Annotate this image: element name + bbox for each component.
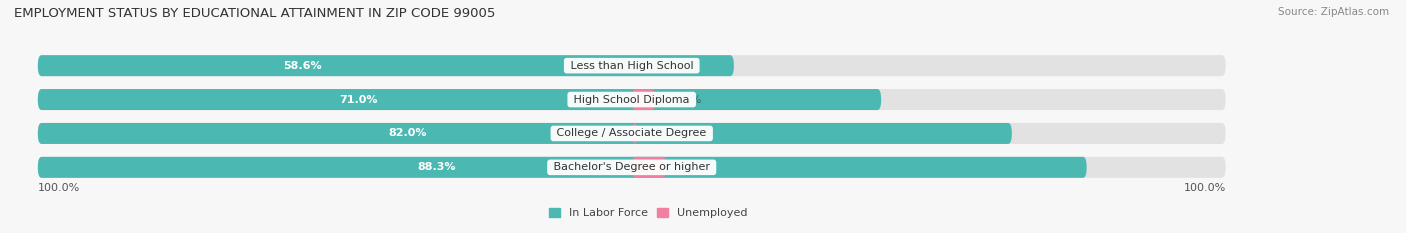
Text: 0.0%: 0.0% [650,61,678,71]
FancyBboxPatch shape [631,89,655,110]
Text: 100.0%: 100.0% [1184,183,1226,193]
Text: 2.0%: 2.0% [673,95,702,105]
Text: 100.0%: 100.0% [38,183,80,193]
Text: Bachelor's Degree or higher: Bachelor's Degree or higher [550,162,713,172]
Text: Source: ZipAtlas.com: Source: ZipAtlas.com [1278,7,1389,17]
Text: 88.3%: 88.3% [418,162,456,172]
FancyBboxPatch shape [38,123,1012,144]
FancyBboxPatch shape [38,123,1226,144]
Text: 71.0%: 71.0% [339,95,378,105]
Text: College / Associate Degree: College / Associate Degree [554,128,710,138]
FancyBboxPatch shape [631,123,638,144]
Text: Less than High School: Less than High School [567,61,697,71]
FancyBboxPatch shape [38,157,1087,178]
FancyBboxPatch shape [38,55,1226,76]
Text: 0.5%: 0.5% [655,128,683,138]
FancyBboxPatch shape [38,89,882,110]
Legend: In Labor Force, Unemployed: In Labor Force, Unemployed [548,208,747,218]
FancyBboxPatch shape [631,157,666,178]
Text: High School Diploma: High School Diploma [571,95,693,105]
Text: 82.0%: 82.0% [388,128,427,138]
Text: 2.9%: 2.9% [683,162,713,172]
Text: 58.6%: 58.6% [283,61,322,71]
FancyBboxPatch shape [38,55,734,76]
Text: EMPLOYMENT STATUS BY EDUCATIONAL ATTAINMENT IN ZIP CODE 99005: EMPLOYMENT STATUS BY EDUCATIONAL ATTAINM… [14,7,495,20]
FancyBboxPatch shape [38,157,1226,178]
FancyBboxPatch shape [38,89,1226,110]
